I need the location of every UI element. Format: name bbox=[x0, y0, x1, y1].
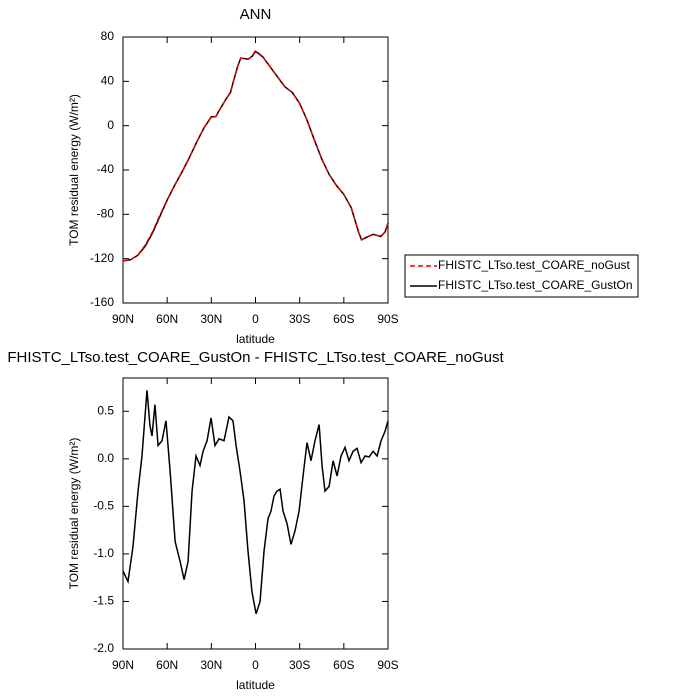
y-tick-label: -80 bbox=[97, 207, 115, 221]
y-tick-label: -1.5 bbox=[93, 594, 114, 608]
y-tick-label: -0.5 bbox=[93, 499, 114, 513]
x-axis-label: latitude bbox=[236, 332, 275, 346]
x-tick-label: 60N bbox=[156, 658, 178, 672]
data-line bbox=[122, 390, 389, 615]
data-line bbox=[122, 50, 389, 262]
x-tick-label: 60S bbox=[333, 312, 354, 326]
x-axis-label: latitude bbox=[236, 678, 275, 692]
legend-label: FHISTC_LTso.test_COARE_GustOn bbox=[438, 278, 633, 292]
y-tick-label: -2.0 bbox=[93, 641, 114, 655]
y-tick-label: 0.0 bbox=[97, 451, 114, 465]
y-axis-label: TOM residual energy (W/m²) bbox=[67, 94, 81, 246]
x-tick-label: 60S bbox=[333, 658, 354, 672]
x-tick-label: 90S bbox=[377, 658, 398, 672]
data-line bbox=[122, 49, 389, 262]
chart-title: FHISTC_LTso.test_COARE_GustOn - FHISTC_L… bbox=[7, 349, 504, 366]
legend-label: FHISTC_LTso.test_COARE_noGust bbox=[438, 258, 631, 272]
x-tick-label: 90N bbox=[112, 658, 134, 672]
x-tick-label: 30N bbox=[200, 312, 222, 326]
y-tick-label: -40 bbox=[97, 162, 115, 176]
y-tick-label: 40 bbox=[101, 74, 115, 88]
x-tick-label: 30N bbox=[200, 658, 222, 672]
x-tick-label: 60N bbox=[156, 312, 178, 326]
legend-box bbox=[404, 254, 639, 298]
y-tick-label: 0 bbox=[107, 118, 114, 132]
x-tick-label: 90N bbox=[112, 312, 134, 326]
y-tick-label: -1.0 bbox=[93, 546, 114, 560]
x-tick-label: 30S bbox=[289, 312, 310, 326]
y-tick-label: -120 bbox=[90, 251, 114, 265]
x-tick-label: 90S bbox=[377, 312, 398, 326]
plot-frame bbox=[122, 377, 389, 650]
plot-frame bbox=[122, 36, 389, 304]
x-tick-label: 0 bbox=[252, 312, 259, 326]
x-tick-label: 30S bbox=[289, 658, 310, 672]
y-tick-label: 0.5 bbox=[97, 403, 114, 417]
y-tick-label: -160 bbox=[90, 295, 114, 309]
chart-title: ANN bbox=[240, 6, 272, 23]
y-tick-label: 80 bbox=[101, 29, 115, 43]
y-axis-label: TOM residual energy (W/m²) bbox=[67, 438, 81, 590]
x-tick-label: 0 bbox=[252, 658, 259, 672]
